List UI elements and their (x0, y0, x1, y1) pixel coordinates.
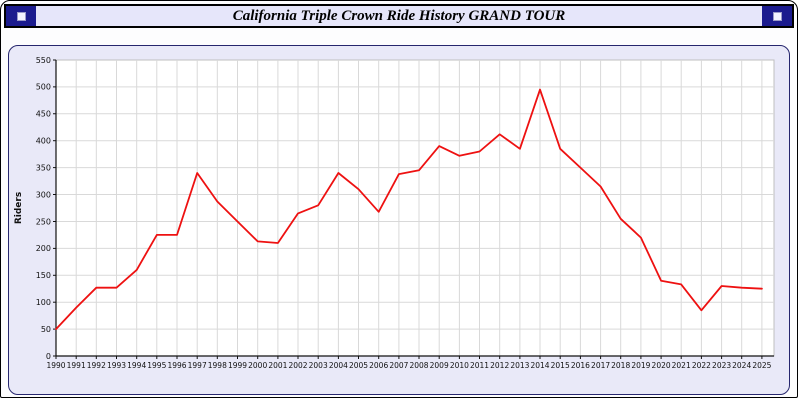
svg-text:2015: 2015 (551, 361, 570, 370)
svg-text:2008: 2008 (409, 361, 428, 370)
svg-text:1991: 1991 (67, 361, 86, 370)
svg-text:2001: 2001 (268, 361, 287, 370)
svg-text:2024: 2024 (732, 361, 751, 370)
svg-text:100: 100 (36, 298, 51, 307)
svg-text:450: 450 (36, 110, 51, 119)
page-title: California Triple Crown Ride History GRA… (232, 7, 566, 24)
svg-text:2011: 2011 (470, 361, 489, 370)
svg-text:1995: 1995 (147, 361, 166, 370)
svg-text:2005: 2005 (349, 361, 368, 370)
svg-text:0: 0 (46, 352, 51, 361)
svg-text:400: 400 (36, 137, 51, 146)
svg-text:2022: 2022 (692, 361, 711, 370)
titlebar-right-square-icon (772, 11, 782, 21)
svg-text:2018: 2018 (611, 361, 630, 370)
svg-text:Riders: Riders (14, 192, 24, 224)
window-titlebar: California Triple Crown Ride History GRA… (4, 4, 794, 28)
svg-text:2013: 2013 (510, 361, 529, 370)
svg-text:2003: 2003 (309, 361, 328, 370)
svg-text:2004: 2004 (329, 361, 348, 370)
svg-text:500: 500 (36, 83, 51, 92)
svg-text:1997: 1997 (188, 361, 207, 370)
svg-text:2012: 2012 (490, 361, 509, 370)
chart-panel: 0 50 100 150 200 250 300 350 400 450 500 550 1990 199… (8, 45, 790, 395)
svg-text:2006: 2006 (369, 361, 388, 370)
svg-text:1992: 1992 (87, 361, 106, 370)
svg-text:2023: 2023 (712, 361, 731, 370)
svg-text:1994: 1994 (127, 361, 146, 370)
svg-text:250: 250 (36, 217, 51, 226)
svg-text:2000: 2000 (248, 361, 267, 370)
svg-text:550: 550 (36, 56, 51, 65)
svg-text:2017: 2017 (591, 361, 610, 370)
svg-text:2021: 2021 (672, 361, 691, 370)
svg-text:2020: 2020 (652, 361, 671, 370)
titlebar-left-square-icon (16, 11, 26, 21)
svg-text:150: 150 (36, 271, 51, 280)
titlebar-right-decoration (762, 6, 792, 26)
svg-text:2007: 2007 (389, 361, 408, 370)
svg-text:2016: 2016 (571, 361, 590, 370)
svg-text:1999: 1999 (228, 361, 247, 370)
titlebar-left-decoration (6, 6, 36, 26)
svg-text:350: 350 (36, 163, 51, 172)
svg-text:2014: 2014 (530, 361, 549, 370)
svg-text:1993: 1993 (107, 361, 126, 370)
svg-text:50: 50 (41, 325, 51, 334)
svg-text:2002: 2002 (288, 361, 307, 370)
svg-text:2009: 2009 (430, 361, 449, 370)
svg-text:2019: 2019 (631, 361, 650, 370)
svg-text:2010: 2010 (450, 361, 469, 370)
svg-text:1998: 1998 (208, 361, 227, 370)
svg-text:300: 300 (36, 190, 51, 199)
svg-text:1996: 1996 (167, 361, 186, 370)
svg-text:1990: 1990 (46, 361, 65, 370)
svg-text:2025: 2025 (752, 361, 771, 370)
svg-text:200: 200 (36, 244, 51, 253)
